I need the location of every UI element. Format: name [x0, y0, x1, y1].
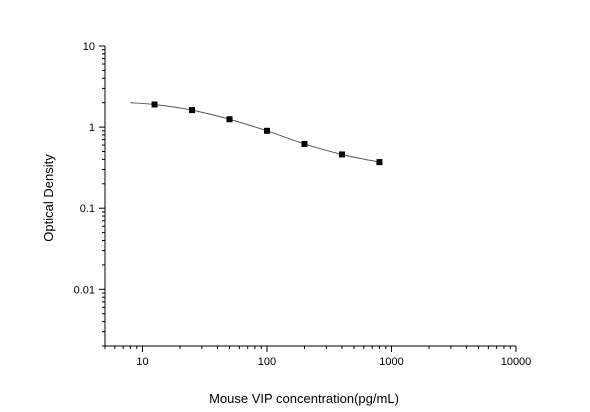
- y-tick-label: 1: [89, 122, 95, 134]
- data-point: [189, 107, 196, 114]
- y-tick-label: 0.01: [74, 284, 95, 296]
- y-axis-title: Optical Density: [41, 154, 56, 242]
- x-axis-title: Mouse VIP concentration(pg/mL): [209, 391, 399, 406]
- x-tick-label: 10: [136, 356, 148, 368]
- y-axis-ticks: 0.01 0.1 1 10: [74, 41, 105, 347]
- data-points-layer: [151, 101, 383, 166]
- axes-frame: [104, 46, 516, 347]
- x-tick-label: 10000: [501, 356, 532, 368]
- data-point: [263, 127, 270, 134]
- data-point: [226, 116, 233, 123]
- x-tick-label: 100: [258, 356, 276, 368]
- data-point: [338, 151, 345, 158]
- y-tick-label: 10: [83, 41, 95, 53]
- x-tick-label: 1000: [379, 356, 403, 368]
- data-point: [301, 140, 308, 147]
- x-axis-ticks: 10 100 1000 10000: [104, 346, 532, 368]
- y-tick-label: 0.1: [80, 203, 95, 215]
- data-point: [376, 159, 383, 166]
- data-point: [151, 101, 158, 108]
